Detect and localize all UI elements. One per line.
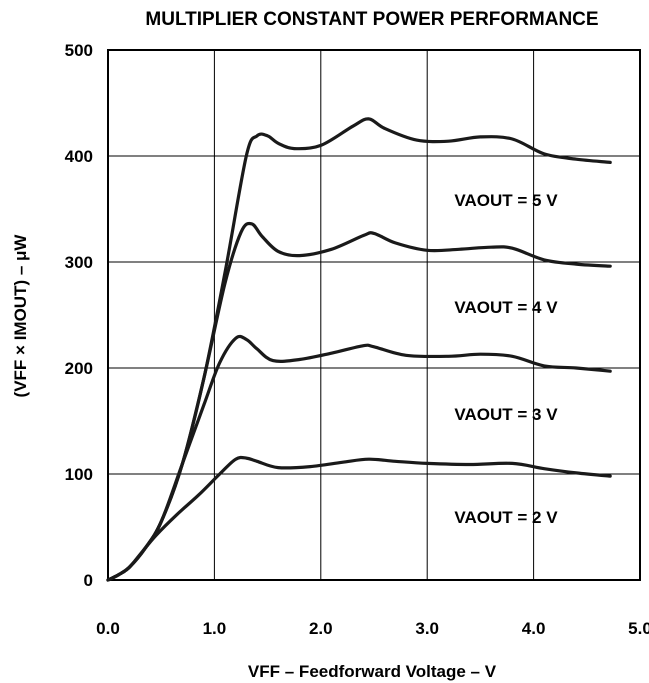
x-tick-label: 4.0	[522, 619, 546, 638]
series-annotation: VAOUT = 2 V	[454, 508, 558, 527]
series-line	[106, 334, 612, 582]
x-tick-label: 3.0	[415, 619, 439, 638]
series-annotations: VAOUT = 5 V VAOUT = 4 V VAOUT = 3 V VAOUT =…	[454, 191, 558, 527]
y-tick-label: 200	[65, 359, 93, 378]
series-line	[106, 455, 612, 582]
series-annotation: VAOUT = 4 V	[454, 298, 558, 317]
plot-frame	[107, 49, 641, 581]
chart-title: MULTIPLIER CONSTANT POWER PERFORMANCE	[145, 9, 598, 30]
x-tick-label: 2.0	[309, 619, 333, 638]
y-axis-label: (VFF × IMOUT) – μW	[11, 234, 30, 398]
x-axis-label: VFF – Feedforward Voltage – V	[248, 662, 497, 681]
x-tick-label: 5.0	[628, 619, 649, 638]
tick-labels: 0.0 1.0 2.0 3.0 4.0 5.0 0 100 200 300 400 500	[65, 41, 649, 638]
y-tick-label: 300	[65, 253, 93, 272]
y-tick-label: 0	[84, 571, 93, 590]
grid	[107, 49, 641, 581]
series-annotation: VAOUT = 5 V	[454, 191, 558, 210]
x-tick-label: 0.0	[96, 619, 120, 638]
x-tick-label: 1.0	[203, 619, 227, 638]
series-annotation: VAOUT = 3 V	[454, 405, 558, 424]
y-tick-label: 500	[65, 41, 93, 60]
y-tick-label: 100	[65, 465, 93, 484]
series-lines	[106, 117, 612, 582]
y-tick-label: 400	[65, 147, 93, 166]
